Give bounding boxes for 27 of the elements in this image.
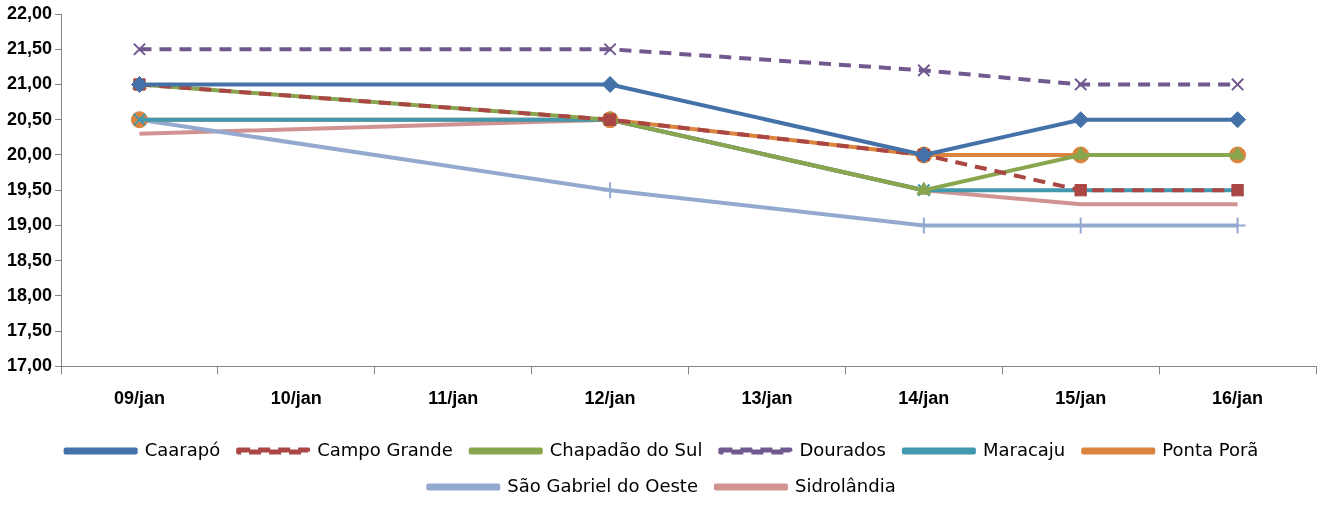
y-tick-label: 20,50 — [7, 108, 53, 129]
x-tick-label: 15/jan — [1055, 388, 1107, 409]
y-tick-label: 19,00 — [7, 214, 53, 235]
y-tick-label: 21,00 — [7, 73, 53, 94]
legend-label: Caarapó — [144, 438, 221, 460]
y-tick-label: 22,00 — [7, 2, 53, 23]
x-tick-label: 16/jan — [1212, 388, 1264, 409]
x-tick-label: 12/jan — [584, 388, 636, 409]
x-tick-label: 11/jan — [428, 388, 479, 409]
y-tick-label: 18,00 — [7, 284, 53, 305]
legend-label: Dourados — [799, 438, 886, 460]
x-tick-label: 10/jan — [270, 388, 322, 409]
legend-label: Ponta Porã — [1162, 438, 1259, 460]
legend-label: Sidrolândia — [794, 474, 896, 496]
x-tick-label: 13/jan — [741, 388, 793, 409]
x-tick-label: 14/jan — [898, 388, 950, 409]
y-tick-label: 20,00 — [7, 143, 53, 164]
legend-label: Campo Grande — [317, 438, 453, 460]
y-tick-label: 18,50 — [7, 249, 53, 270]
y-tick-label: 17,00 — [7, 355, 53, 376]
legend-label: Maracaju — [982, 438, 1066, 460]
x-tick-label: 09/jan — [113, 388, 165, 409]
legend-label: Chapadão do Sul — [549, 438, 703, 460]
y-tick-label: 19,50 — [7, 179, 53, 200]
y-tick-label: 21,50 — [7, 38, 53, 59]
legend-label: São Gabriel do Oeste — [507, 474, 698, 496]
y-tick-label: 17,50 — [7, 320, 53, 341]
